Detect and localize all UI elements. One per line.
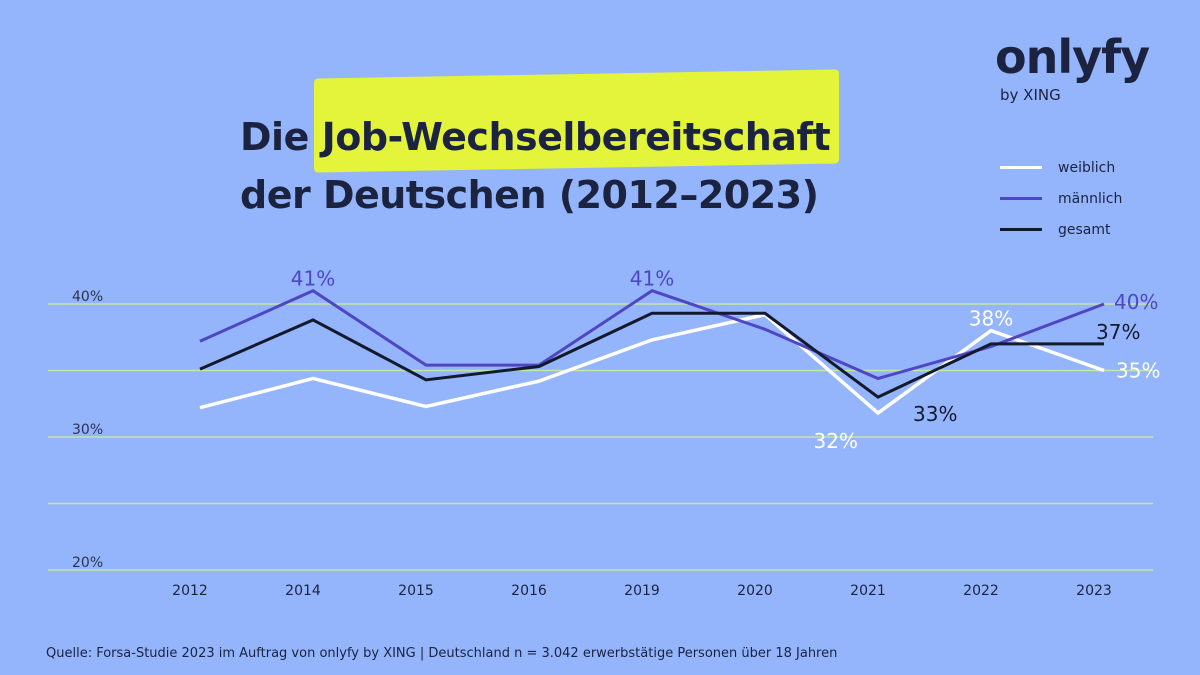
legend-swatch — [1000, 197, 1042, 200]
logo-subtitle: by XING — [1000, 86, 1061, 104]
data-label: 41% — [630, 267, 674, 291]
x-tick-label: 2012 — [172, 583, 208, 599]
legend-label: männlich — [1058, 190, 1123, 207]
legend-item-weiblich: weiblich — [1000, 152, 1122, 183]
data-label: 33% — [913, 402, 957, 426]
x-tick-label: 2023 — [1076, 583, 1112, 599]
data-label: 41% — [291, 267, 335, 291]
legend: weiblich männlich gesamt — [1000, 152, 1122, 245]
y-tick-label: 30% — [72, 422, 103, 438]
y-tick-label: 20% — [72, 555, 103, 571]
legend-label: weiblich — [1058, 159, 1116, 176]
x-tick-label: 2021 — [850, 583, 886, 599]
legend-item-maennlich: männlich — [1000, 183, 1122, 214]
legend-swatch — [1000, 228, 1042, 231]
y-tick-label: 40% — [72, 289, 103, 305]
legend-swatch — [1000, 166, 1042, 169]
title-prefix: Die — [240, 115, 322, 159]
data-label: 37% — [1096, 320, 1140, 344]
onlyfy-logo: onlyfy — [995, 30, 1150, 84]
x-tick-label: 2016 — [511, 583, 547, 599]
series-line-männlich — [199, 288, 1105, 381]
data-label: 35% — [1116, 359, 1160, 383]
chart-title: Die Job-Wechselbereitschaft der Deutsche… — [240, 108, 831, 224]
legend-item-gesamt: gesamt — [1000, 214, 1122, 245]
x-tick-label: 2020 — [737, 583, 773, 599]
data-label: 38% — [969, 307, 1013, 331]
series-line-gesamt — [199, 311, 1104, 399]
x-tick-label: 2015 — [398, 583, 434, 599]
data-label: 40% — [1114, 290, 1158, 314]
x-tick-label: 2019 — [624, 583, 660, 599]
title-highlight: Job-Wechselbereitschaft — [322, 108, 831, 166]
title-line-2: der Deutschen (2012–2023) — [240, 173, 819, 217]
x-tick-label: 2022 — [963, 583, 999, 599]
x-tick-label: 2014 — [285, 583, 321, 599]
legend-label: gesamt — [1058, 221, 1111, 238]
source-footnote: Quelle: Forsa-Studie 2023 im Auftrag von… — [46, 646, 838, 661]
data-label: 32% — [814, 429, 858, 453]
